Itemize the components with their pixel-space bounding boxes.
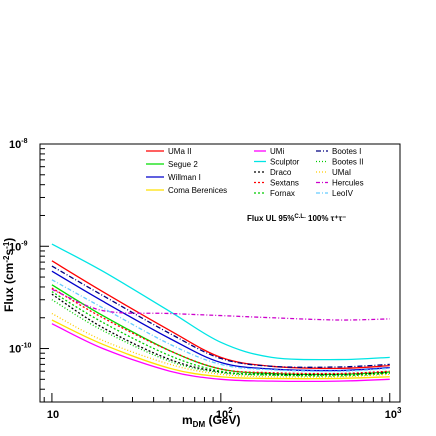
annotation-superscript: C.L. [294, 214, 306, 220]
x-tick-label-exponent: 3 [397, 406, 402, 415]
x-tick-label-base: 10 [385, 409, 397, 421]
y-tick-label: 10-8 [9, 138, 28, 151]
y-axis-label-sup1: -2 [2, 255, 11, 263]
legend-label: Draco [270, 168, 292, 177]
legend-item-leoiv: LeoIV [316, 189, 354, 198]
legend-label: LeoIV [332, 189, 354, 198]
series-line-willman-i [51, 270, 390, 372]
legend-item-draco: Draco [254, 168, 292, 177]
y-axis-label-mid: s [2, 249, 16, 256]
y-tick-label-base: 10 [9, 241, 21, 253]
series-line-sculptor [51, 243, 390, 361]
x-axis-label-main: m [182, 413, 193, 427]
y-tick-label: 10-10 [9, 343, 31, 356]
legend-label: UMa II [168, 147, 192, 156]
legend-item-umai: UMaI [316, 168, 351, 177]
legend-label: Hercules [332, 179, 364, 188]
y-tick-label-base: 10 [9, 139, 21, 151]
legend-item-sculptor: Sculptor [254, 158, 300, 167]
x-axis-label-rest: (GeV) [205, 413, 240, 427]
legend-label: UMaI [332, 168, 351, 177]
x-tick-label-base: 10 [47, 409, 59, 421]
y-tick-label: 10-9 [9, 240, 28, 253]
legend-item-willman-i: Willman I [146, 173, 201, 182]
legend-label: Bootes II [332, 158, 364, 167]
y-tick-label-exponent: -8 [21, 138, 27, 145]
legend-item-segue-2: Segue 2 [146, 160, 198, 169]
legend-label: Sculptor [270, 158, 300, 167]
legend-item-bootes-i: Bootes I [316, 147, 361, 156]
legend-item-bootes-ii: Bootes II [316, 158, 364, 167]
y-axis-label: Flux (cm-2s-1) [2, 238, 16, 312]
legend-item-uma-ii: UMa II [146, 147, 192, 156]
x-axis-label: mDM (GeV) [182, 413, 240, 429]
legend-label: Segue 2 [168, 160, 198, 169]
legend: UMa II Segue 2 Willman I Coma Berenices UMi S… [146, 147, 364, 198]
legend-label: Willman I [168, 173, 201, 182]
x-tick-label: 103 [385, 406, 402, 421]
series-line-uma-ii [51, 260, 390, 370]
legend-item-hercules: Hercules [316, 179, 364, 188]
legend-item-coma-berenices: Coma Berenices [146, 186, 227, 195]
series-line-leoiv [51, 279, 390, 372]
x-tick-label: 10 [47, 409, 59, 421]
legend-label: Fornax [270, 189, 295, 198]
legend-label: UMi [270, 147, 284, 156]
legend-label: Coma Berenices [168, 186, 227, 195]
legend-label: Sextans [270, 179, 299, 188]
series-line-umi [51, 323, 390, 383]
y-axis-label-pre: Flux (cm [2, 263, 16, 312]
series-line-bootes-i [51, 265, 390, 368]
legend-item-sextans: Sextans [254, 179, 299, 188]
y-axis-label-sup2: -1 [2, 241, 11, 249]
legend-item-umi: UMi [254, 147, 284, 156]
x-tick-label-exponent: 2 [228, 406, 233, 415]
y-axis-label-post: ) [2, 238, 16, 242]
series-line-hercules [51, 288, 390, 321]
x-tick-label-base: 10 [216, 409, 228, 421]
series-line-umai [51, 312, 390, 378]
legend-item-fornax: Fornax [254, 189, 295, 198]
series-layer [51, 243, 390, 383]
x-axis-label-sub: DM [193, 420, 206, 429]
y-tick-label-base: 10 [9, 344, 21, 356]
series-line-draco [51, 293, 390, 376]
plot-frame [39, 143, 401, 403]
series-line-coma-berenices [51, 319, 390, 380]
y-tick-label-exponent: -9 [21, 240, 27, 247]
legend-label: Bootes I [332, 147, 361, 156]
y-tick-label-exponent: -10 [21, 343, 31, 350]
annotation-text: Flux UL 95% [247, 214, 294, 223]
series-line-bootes-ii [51, 299, 390, 377]
x-tick-label: 102 [216, 406, 233, 421]
series-line-fornax [51, 291, 390, 377]
series-line-segue-2 [51, 284, 390, 376]
annotation: Flux UL 95%C.L. 100% τ⁺τ⁻ [247, 214, 346, 223]
annotation-suffix: 100% τ⁺τ⁻ [306, 214, 347, 223]
